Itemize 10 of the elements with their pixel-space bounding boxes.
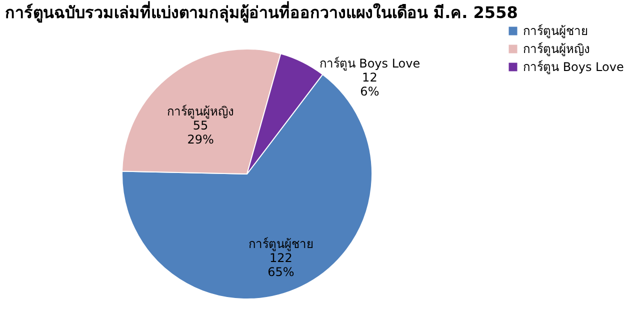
- data-label: 122 65%: [268, 251, 294, 280]
- data-label: 55 29%: [187, 118, 214, 146]
- slice-label: การ์ตูนผู้ชาย: [248, 237, 314, 252]
- legend-label: การ์ตูนผู้ชาย: [523, 24, 588, 39]
- slice-label: การ์ตูนผู้หญิง: [167, 104, 234, 120]
- legend-label: การ์ตูน Boys Love: [523, 60, 624, 75]
- legend-label: การ์ตูนผู้หญิง: [523, 42, 590, 57]
- slice-label: การ์ตูน Boys Love: [319, 56, 420, 72]
- data-label: 12 6%: [360, 70, 380, 99]
- chart-title: การ์ตูนฉบับรวมเล่มที่แบ่งตามกลุ่มผู้อ่านที่ออกวางแผงในเดือน มี.ค. 2558: [5, 1, 518, 24]
